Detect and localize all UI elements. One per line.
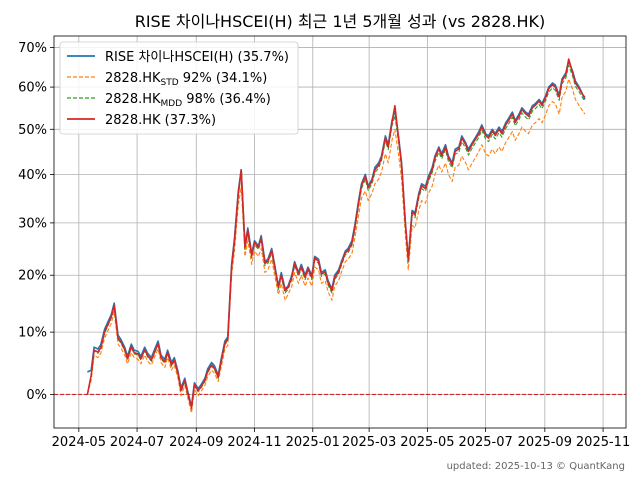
legend-suffix: 92% (34.1%) [179, 71, 268, 86]
legend-suffix: 98% (36.4%) [182, 92, 271, 107]
x-tick-label: 2024-11 [227, 435, 281, 450]
series-lines [86, 58, 586, 414]
series-line-3 [86, 58, 586, 409]
y-tick-label: 60% [18, 81, 47, 96]
plot-frame [53, 35, 627, 429]
y-tick-label: 0% [26, 388, 47, 403]
x-tick-label: 2025-01 [286, 435, 340, 450]
chart-title: RISE 차이나HSCEI(H) 최근 1년 5개월 성과 (vs 2828.H… [135, 12, 546, 31]
y-tick-label: 30% [18, 216, 47, 231]
y-tick-label: 70% [18, 41, 47, 56]
x-tick-label: 2025-11 [576, 435, 630, 450]
legend-label-3: 2828.HK (37.3%) [105, 113, 216, 128]
legend-name: 2828.HK (37.3%) [105, 113, 216, 128]
updated-footer: updated: 2025-10-13 © QuantKang [447, 461, 625, 472]
axes: 0% 10% 20% 30% 40% 50% 60% 70% 2024-05 2024-07 202… [18, 41, 630, 450]
series-line-1 [86, 78, 586, 414]
x-tick-label: 2024-05 [52, 435, 106, 450]
x-tick-label: 2025-05 [400, 435, 454, 450]
x-tick-label: 2025-09 [518, 435, 572, 450]
legend-subscript: STD [161, 78, 179, 88]
legend-name: 2828.HK [105, 71, 161, 86]
legend-label-1: 2828.HKSTD 92% (34.1%) [105, 71, 267, 88]
legend-name: RISE 차이나HSCEI(H) (35.7%) [105, 50, 289, 65]
x-tick-label: 2024-07 [110, 435, 164, 450]
x-tick-label: 2025-03 [342, 435, 396, 450]
legend-name: 2828.HK [105, 92, 161, 107]
x-tick-label: 2025-07 [458, 435, 512, 450]
legend-box [59, 41, 299, 135]
legend-label-2: 2828.HKMDD 98% (36.4%) [105, 92, 271, 109]
y-tick-label: 10% [18, 326, 47, 341]
y-tick-label: 50% [18, 123, 47, 138]
legend-label-0: RISE 차이나HSCEI(H) (35.7%) [105, 50, 289, 65]
y-tick-label: 20% [18, 269, 47, 284]
x-tick-label: 2024-09 [169, 435, 223, 450]
legend: RISE 차이나HSCEI(H) (35.7%) 2828.HKSTD 92% (… [59, 41, 299, 135]
legend-subscript: MDD [161, 99, 183, 109]
y-tick-label: 40% [18, 168, 47, 183]
